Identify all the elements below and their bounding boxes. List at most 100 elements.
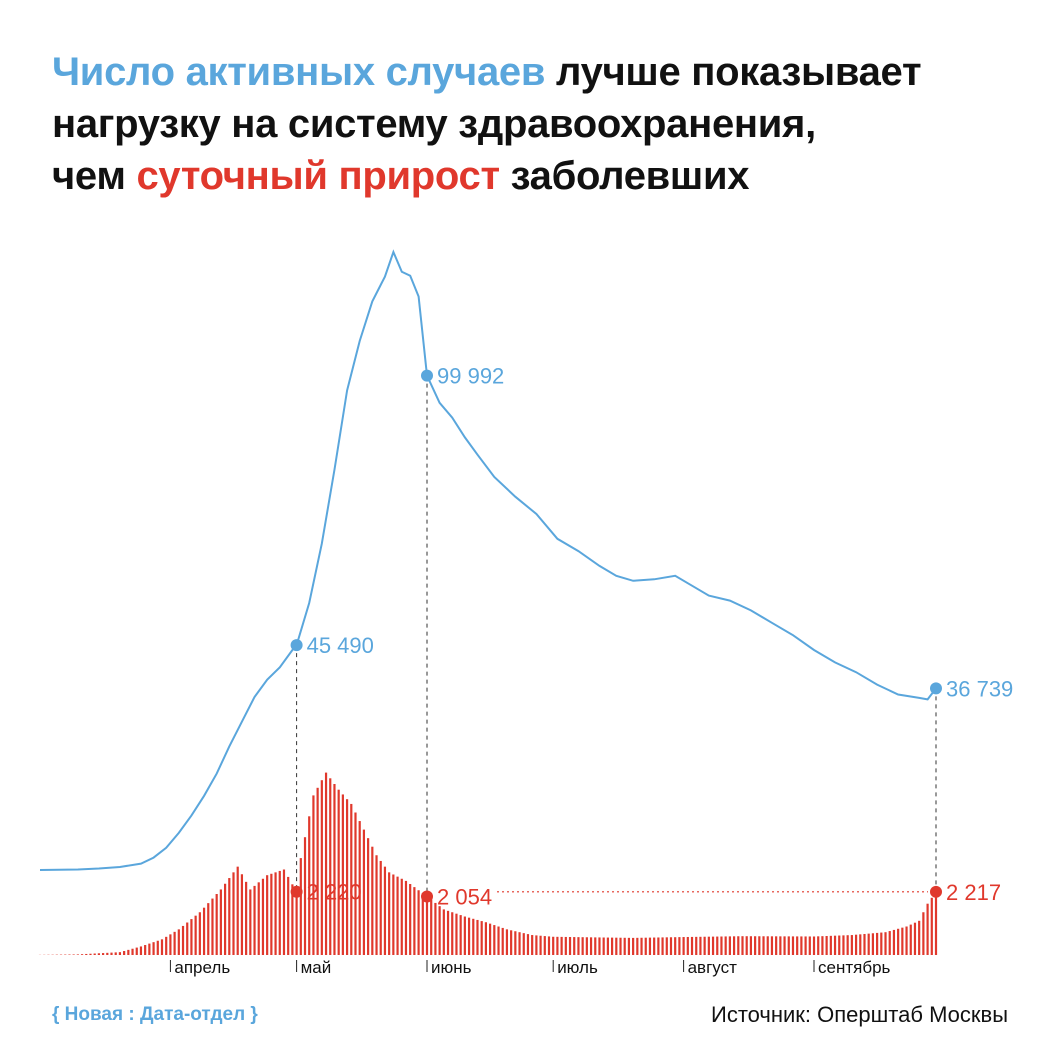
daily-bar xyxy=(922,912,925,955)
daily-bar xyxy=(261,878,265,955)
daily-bar xyxy=(632,937,635,955)
daily-bar xyxy=(568,937,572,955)
daily-bar xyxy=(627,937,631,955)
daily-value-label: 2 054 xyxy=(437,884,492,909)
daily-bar xyxy=(329,778,332,955)
daily-bar xyxy=(644,937,647,955)
active-marker xyxy=(930,682,942,695)
daily-bar xyxy=(615,937,618,955)
active-marker xyxy=(421,369,434,382)
daily-bar xyxy=(846,935,849,955)
daily-bar xyxy=(594,937,597,955)
daily-bar xyxy=(102,953,105,955)
daily-marker xyxy=(290,885,303,898)
daily-bar xyxy=(97,953,100,955)
daily-bar xyxy=(413,887,416,955)
daily-bar xyxy=(531,935,534,955)
x-tick-label: апрель xyxy=(174,958,230,977)
daily-bar xyxy=(198,912,201,955)
daily-bar xyxy=(589,937,593,955)
daily-bar xyxy=(131,948,134,955)
daily-bar xyxy=(699,936,702,955)
active-value-label: 99 992 xyxy=(437,364,504,389)
daily-bar xyxy=(745,936,748,955)
daily-bar xyxy=(270,873,273,955)
daily-bar xyxy=(72,954,75,955)
daily-bar xyxy=(636,937,639,955)
daily-bar xyxy=(854,934,858,955)
daily-bar xyxy=(918,920,921,955)
daily-bar xyxy=(152,942,155,955)
daily-bar xyxy=(118,952,122,955)
daily-bar xyxy=(463,916,466,955)
daily-bar xyxy=(829,935,832,955)
daily-bar xyxy=(505,929,509,955)
daily-bar xyxy=(190,919,193,955)
daily-bar xyxy=(754,936,757,955)
brand-label: { Новая : Дата-отдел } xyxy=(52,1004,258,1025)
daily-bar xyxy=(245,881,248,955)
daily-bar xyxy=(177,929,180,955)
daily-bar xyxy=(905,926,908,955)
daily-bar xyxy=(884,932,887,955)
x-tick-label: июль xyxy=(557,958,598,977)
daily-bar xyxy=(665,937,668,955)
daily-bar xyxy=(358,821,361,955)
daily-bar xyxy=(606,937,609,955)
daily-bar xyxy=(901,927,904,955)
daily-bar xyxy=(796,936,799,955)
daily-bar xyxy=(396,876,399,956)
daily-bar xyxy=(228,878,231,955)
daily-bar xyxy=(223,883,227,955)
daily-bar xyxy=(543,936,546,955)
x-tick-label: май xyxy=(301,958,332,977)
daily-bar xyxy=(106,952,109,955)
daily-bar xyxy=(577,937,580,955)
daily-bar xyxy=(514,931,517,955)
daily-bar xyxy=(89,953,92,955)
daily-bar xyxy=(690,936,694,955)
daily-bar xyxy=(438,906,441,955)
daily-bar xyxy=(737,936,740,955)
active-value-label: 45 490 xyxy=(307,633,374,658)
daily-bar xyxy=(573,937,576,955)
daily-bar xyxy=(821,936,824,955)
daily-bar xyxy=(871,933,874,955)
daily-bar xyxy=(863,933,866,955)
daily-bar xyxy=(362,829,366,955)
daily-bar xyxy=(880,932,883,955)
daily-bar xyxy=(253,885,256,955)
daily-bar xyxy=(236,866,239,955)
daily-bar xyxy=(775,936,778,955)
daily-bar xyxy=(892,929,896,955)
daily-bar xyxy=(186,922,189,955)
active-value-label: 36 739 xyxy=(946,676,1013,701)
daily-bar xyxy=(484,922,487,955)
daily-bar xyxy=(278,870,281,955)
daily-bar xyxy=(308,816,311,955)
daily-bar xyxy=(728,936,731,955)
daily-bar xyxy=(779,936,782,955)
daily-bar xyxy=(808,936,811,955)
daily-bar xyxy=(480,921,483,955)
daily-bar xyxy=(211,898,214,955)
title-text-2: нагрузку на систему здравоохранения, xyxy=(52,102,816,146)
daily-bar xyxy=(560,936,563,955)
daily-bar xyxy=(127,949,130,955)
daily-bar xyxy=(257,882,260,955)
daily-bar xyxy=(610,937,614,955)
daily-bar xyxy=(497,926,500,955)
daily-bar xyxy=(459,915,462,955)
daily-bar xyxy=(703,936,706,955)
daily-bar xyxy=(123,951,126,955)
daily-bar xyxy=(467,917,471,955)
source-label: Источник: Оперштаб Москвы xyxy=(711,1002,1008,1027)
daily-bar xyxy=(287,876,290,955)
daily-bar xyxy=(522,933,525,955)
daily-bar xyxy=(266,875,269,955)
daily-bar xyxy=(430,899,433,955)
daily-bar xyxy=(215,894,218,955)
daily-bar xyxy=(842,935,845,955)
daily-bar xyxy=(219,889,222,955)
daily-bar xyxy=(686,936,689,955)
